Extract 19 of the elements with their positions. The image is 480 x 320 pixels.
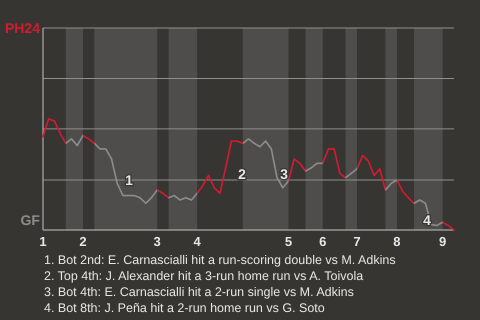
text: 4. Bot 8th: J. Peña hit a 2-run home run vs G. Soto [44,301,325,315]
x-tick-label: 8 [393,234,401,249]
text: PH24 [4,20,40,36]
x-tick-label: 2 [79,234,87,249]
x-tick-label: 4 [194,234,202,249]
text: 3. Bot 4th: E. Carnascialli hit a 2-run single vs M. Adkins [44,285,354,299]
x-tick-label: 6 [319,234,326,249]
annotation: 4 [423,212,432,228]
x-tick-label: 9 [438,234,446,249]
x-tick-label: 7 [353,234,361,249]
text: 2. Top 4th: J. Alexander hit a 3-run home run vs A. Toivola [44,269,364,283]
x-tick-label: 1 [39,234,47,249]
text: 1. Bot 2nd: E. Carnascialli hit a run-scoring double vs M. Adkins [44,253,396,267]
annotation: 2 [238,166,246,182]
x-tick-label: 3 [154,234,161,249]
text: GF [20,212,40,228]
x-tick-label: 5 [284,234,292,249]
annotation: 1 [125,172,134,188]
annotation: 3 [280,166,288,182]
